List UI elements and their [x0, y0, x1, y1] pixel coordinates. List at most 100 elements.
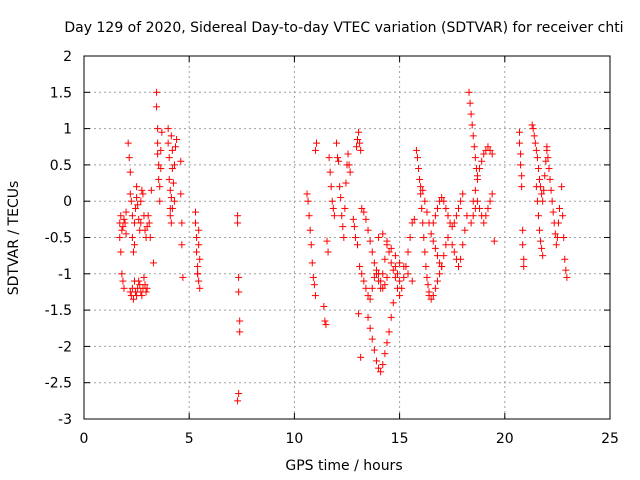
data-point	[560, 234, 568, 241]
data-point	[554, 219, 562, 227]
data-point	[329, 204, 337, 212]
data-point	[122, 208, 130, 216]
data-point	[127, 197, 135, 205]
data-point	[484, 204, 492, 212]
data-point	[534, 212, 542, 220]
data-point	[391, 273, 399, 281]
data-point	[480, 219, 488, 227]
y-tick-label: -1	[58, 267, 72, 283]
data-point	[421, 197, 429, 205]
data-point	[346, 168, 354, 176]
data-point	[556, 204, 564, 212]
data-point	[517, 161, 525, 169]
data-point	[119, 223, 127, 231]
data-point	[416, 175, 424, 183]
data-point	[422, 263, 430, 271]
data-point	[149, 259, 157, 267]
data-point	[167, 219, 175, 227]
data-point	[421, 248, 429, 256]
data-point	[362, 215, 370, 223]
data-point	[381, 350, 389, 358]
data-point	[379, 361, 387, 369]
data-point	[396, 277, 404, 285]
data-point	[357, 353, 365, 361]
data-point	[351, 234, 359, 241]
data-point	[120, 284, 128, 292]
data-point	[125, 154, 133, 162]
data-point	[321, 317, 329, 325]
data-point	[335, 157, 343, 165]
data-point	[418, 204, 426, 212]
data-point	[356, 263, 364, 271]
data-point	[154, 139, 162, 147]
data-point	[520, 255, 528, 263]
data-point	[311, 292, 319, 300]
data-point	[129, 295, 137, 303]
data-point	[194, 270, 202, 278]
data-point	[368, 248, 376, 256]
data-point	[368, 335, 376, 343]
y-tick-label: 0	[63, 194, 72, 210]
data-point	[548, 197, 556, 205]
data-point	[166, 186, 174, 194]
data-point	[427, 295, 435, 303]
data-point	[466, 99, 474, 107]
data-point	[450, 219, 458, 227]
data-point	[154, 150, 162, 158]
data-point	[303, 190, 311, 198]
y-tick-label: -0.5	[45, 231, 72, 247]
data-point	[324, 248, 332, 256]
data-point	[305, 212, 313, 220]
data-point	[531, 139, 539, 147]
data-point	[195, 241, 203, 249]
data-point	[375, 270, 383, 278]
x-axis-label: GPS time / hours	[285, 458, 402, 474]
data-point	[154, 125, 162, 133]
data-point	[121, 219, 129, 227]
data-point	[338, 212, 346, 220]
data-point	[547, 186, 555, 194]
data-point	[520, 263, 528, 271]
data-point	[135, 277, 143, 285]
data-point	[310, 281, 318, 289]
data-point	[366, 295, 374, 303]
data-point	[234, 212, 242, 220]
data-point	[311, 146, 319, 154]
data-point	[116, 234, 124, 241]
data-point	[130, 241, 138, 249]
data-point	[325, 154, 333, 162]
data-point	[137, 197, 145, 205]
data-point	[420, 234, 428, 241]
data-point	[320, 302, 328, 310]
data-point	[488, 150, 496, 158]
data-point	[551, 230, 559, 238]
data-point	[440, 252, 448, 260]
data-point	[563, 273, 571, 281]
data-point	[360, 277, 368, 285]
data-point	[118, 226, 126, 234]
data-point	[326, 168, 334, 176]
data-point	[415, 165, 423, 173]
data-point	[438, 194, 446, 202]
data-point	[533, 197, 541, 205]
data-point	[383, 237, 391, 245]
data-point	[195, 226, 203, 234]
data-point	[538, 244, 546, 252]
data-point	[169, 179, 177, 187]
data-point	[537, 237, 545, 245]
x-tick-label: 25	[601, 431, 619, 447]
data-point	[155, 161, 163, 169]
data-point	[465, 88, 473, 96]
data-point	[322, 321, 330, 329]
data-point	[375, 364, 383, 372]
data-point	[117, 248, 125, 256]
data-point	[423, 208, 431, 216]
data-point	[553, 234, 561, 241]
data-point	[532, 146, 540, 154]
data-point	[459, 190, 467, 198]
data-point	[364, 292, 372, 300]
x-tick-label: 20	[496, 431, 514, 447]
data-point	[122, 230, 130, 238]
